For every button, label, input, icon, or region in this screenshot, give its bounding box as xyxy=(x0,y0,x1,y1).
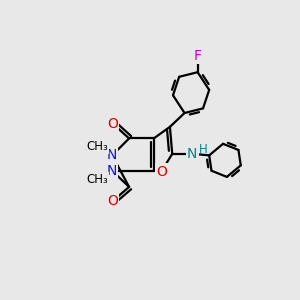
Text: N: N xyxy=(187,147,197,161)
Text: O: O xyxy=(107,194,118,208)
Text: CH₃: CH₃ xyxy=(86,140,108,153)
Text: O: O xyxy=(107,117,118,131)
Text: CH₃: CH₃ xyxy=(86,173,108,186)
Text: H: H xyxy=(198,143,207,157)
Text: O: O xyxy=(156,164,167,178)
Text: F: F xyxy=(194,49,202,63)
Text: N: N xyxy=(107,148,117,162)
Text: N: N xyxy=(107,164,117,178)
